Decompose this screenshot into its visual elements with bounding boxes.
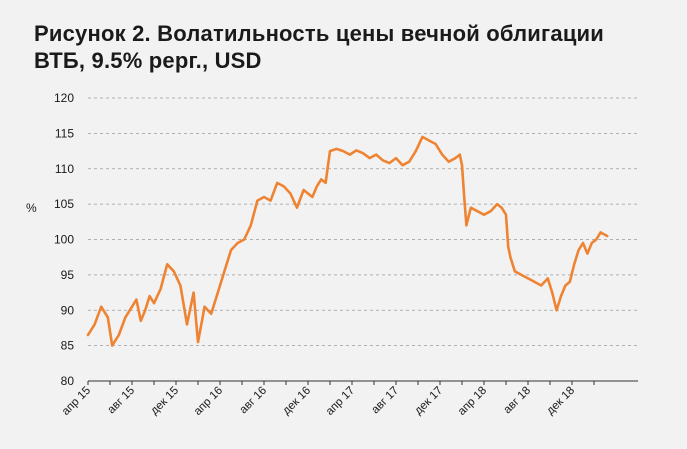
x-tick-label: авг 15 xyxy=(106,385,138,417)
y-tick-label: 85 xyxy=(61,339,75,353)
y-tick-label: 105 xyxy=(54,197,74,211)
y-tick-label: 95 xyxy=(61,268,75,282)
x-tick-label: авг 17 xyxy=(370,385,402,417)
x-tick-label: апр 16 xyxy=(192,385,225,418)
x-tick-label: апр 15 xyxy=(60,385,93,418)
chart-title-line-2: ВТБ, 9.5% рерг., USD xyxy=(34,48,262,73)
y-axis-label: % xyxy=(26,201,37,215)
chart-title: Рисунок 2. Волатильность цены вечной обл… xyxy=(34,20,664,74)
y-tick-label: 80 xyxy=(61,374,75,388)
x-tick-label: дек 18 xyxy=(545,385,578,418)
x-tick-label: апр 17 xyxy=(324,385,357,418)
grid-lines xyxy=(88,97,638,347)
y-tick-label: 115 xyxy=(55,126,74,140)
y-tick-label: 100 xyxy=(54,233,74,247)
x-tick-label: авг 16 xyxy=(238,385,270,417)
y-tick-label: 110 xyxy=(55,162,74,176)
x-tick-label: дек 17 xyxy=(413,385,446,418)
chart-title-line-1: Рисунок 2. Волатильность цены вечной обл… xyxy=(34,21,605,46)
x-axis xyxy=(87,380,638,385)
price-series-line xyxy=(86,135,609,347)
y-tick-label: 90 xyxy=(61,303,75,317)
y-tick-label: 120 xyxy=(54,91,74,105)
y-tick-labels: 80 85 90 95 100 105 110 115 120 xyxy=(54,91,74,388)
x-tick-label: авг 18 xyxy=(502,385,534,417)
x-tick-label: дек 16 xyxy=(281,385,314,418)
x-tick-label: дек 15 xyxy=(149,385,182,418)
x-tick-labels: апр 15 авг 15 дек 15 апр 16 авг 16 дек 16 апр … xyxy=(60,385,577,418)
x-tick-label: апр 18 xyxy=(456,385,489,418)
